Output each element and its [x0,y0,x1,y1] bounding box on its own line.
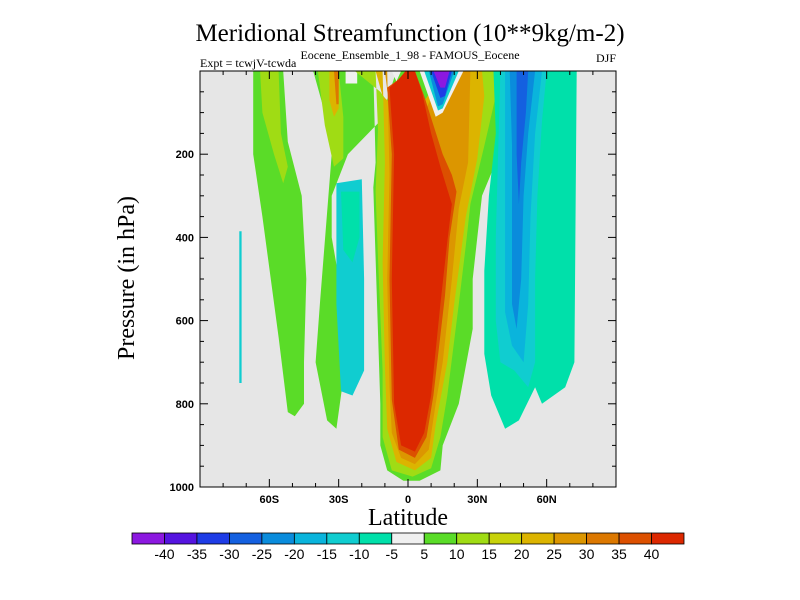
contour-region-25 [516,71,529,205]
colorbar-swatch [164,532,198,545]
colorbar-label: -5 [386,546,399,562]
colorbar-label: -20 [284,546,304,562]
contour-region-2 [239,231,242,383]
contour-fill-layer [239,71,577,481]
axis-ticks: 60S 30S 0 30N 60N 200 400 600 800 1000 [170,71,616,506]
colorbar-label: 25 [546,546,562,562]
contour-region-5 [341,191,360,263]
contour-region-24 [509,71,536,329]
colorbar-swatch [456,532,490,545]
colorbar-label: -40 [154,546,174,562]
x-tick-label: 30S [329,494,349,506]
colorbar-swatch [423,532,458,545]
contour-region-20 [433,71,450,88]
chart-title: Meridional Streamfunction (10**9kg/m-2) [195,20,624,47]
colorbar-swatch [196,532,230,545]
colorbar-swatch [618,532,652,545]
colorbar-label: 20 [514,546,530,562]
colorbar-swatch [293,532,328,545]
y-tick-label: 800 [176,399,194,411]
colorbar-swatch [229,532,263,545]
colorbar-swatch [488,532,523,545]
y-tick-label: 1000 [170,482,194,494]
colorbar-swatch [586,532,620,545]
plot-area: 60S 30S 0 30N 60N 200 400 600 800 1000 [170,70,617,506]
x-tick-label: 0 [405,494,411,506]
colorbar: -40 -35 -30 -25 -20 -15 -10 -5 5 10 15 20 25 30 35 40 [131,532,685,562]
x-axis-label: Latitude [368,505,448,531]
contour-region-0 [253,71,307,417]
season-label: DJF [596,51,616,65]
experiment-label: Expt = tcwjV-tcwda [200,56,297,70]
colorbar-label: -35 [187,546,207,562]
contour-region-14 [389,71,452,452]
y-tick-label: 200 [176,149,194,161]
chart-subtitle: Eocene_Ensemble_1_98 - FAMOUS_Eocene [300,48,519,62]
colorbar-swatch [521,532,555,545]
colorbar-label: -25 [252,546,272,562]
x-tick-label: 30N [467,494,487,506]
colorbar-label: 40 [644,546,660,562]
contour-region-9 [345,71,358,84]
colorbar-swatch [651,532,685,545]
colorbar-label: -15 [317,546,337,562]
contour-region-15 [391,71,402,82]
colorbar-label: 10 [449,546,465,562]
contour-region-1 [260,71,288,184]
x-tick-label: 60S [260,494,280,506]
colorbar-swatch [261,532,295,545]
colorbar-label: -30 [219,546,239,562]
colorbar-label: 35 [611,546,627,562]
colorbar-swatch [553,532,587,545]
colorbar-swatch [326,532,360,545]
y-axis-label: Pressure (in hPa) [114,196,140,360]
colorbar-swatch [391,532,425,545]
colorbar-swatch [131,532,165,545]
colorbar-swatch [358,532,393,545]
colorbar-label: 15 [481,546,497,562]
colorbar-label: 5 [420,546,428,562]
x-tick-label: 60N [537,494,557,506]
colorbar-label: -10 [349,546,369,562]
y-tick-label: 400 [176,232,194,244]
plot-frame [199,70,617,488]
y-tick-label: 600 [176,316,194,328]
contour-region-8 [334,71,339,105]
colorbar-label: 30 [579,546,595,562]
